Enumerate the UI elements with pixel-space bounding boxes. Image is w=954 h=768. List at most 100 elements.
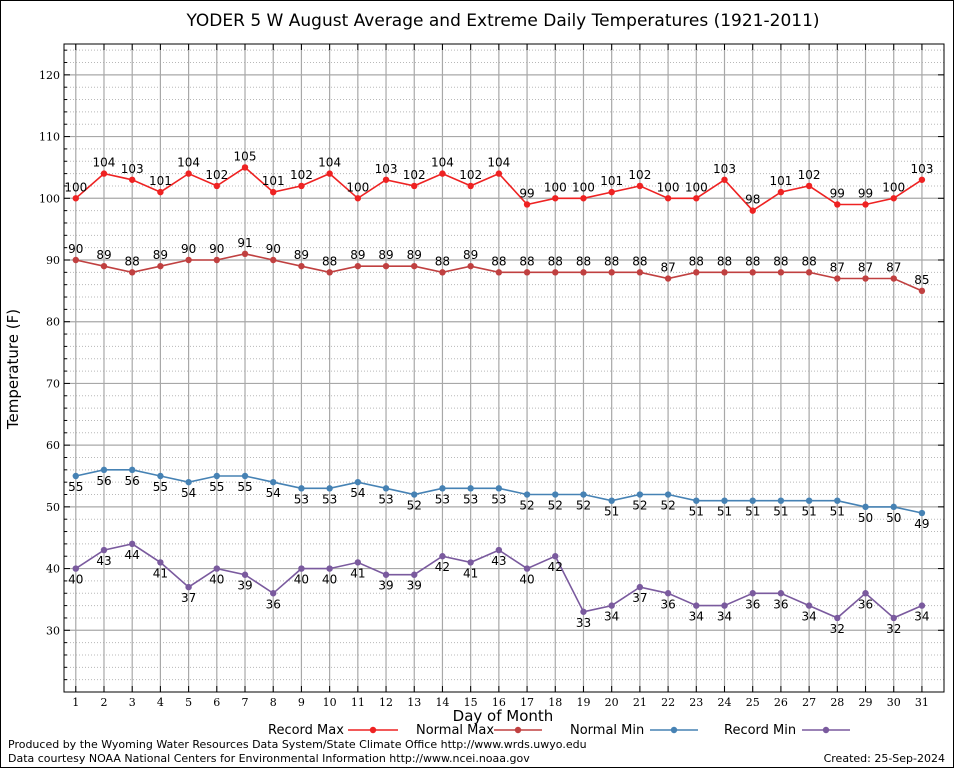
- data-label: 51: [689, 505, 704, 519]
- data-label: 102: [798, 168, 821, 182]
- data-point: [918, 176, 926, 183]
- data-point: [185, 170, 192, 177]
- data-point: [636, 182, 644, 190]
- data-label: 87: [660, 261, 675, 275]
- data-point: [777, 497, 785, 504]
- data-label: 56: [125, 474, 140, 488]
- x-tick-label: 31: [915, 696, 929, 709]
- data-label: 102: [403, 168, 426, 182]
- data-label: 34: [801, 610, 816, 624]
- data-label: 34: [914, 610, 929, 624]
- data-label: 40: [322, 573, 337, 587]
- data-point: [157, 472, 164, 480]
- data-label: 52: [519, 499, 534, 513]
- data-label: 42: [548, 560, 563, 574]
- y-tick-label: 100: [39, 192, 60, 205]
- data-point: [580, 269, 587, 276]
- data-point: [890, 503, 897, 511]
- data-point: [721, 269, 728, 276]
- data-point: [693, 602, 700, 609]
- data-label: 85: [914, 273, 929, 287]
- data-point: [721, 602, 728, 609]
- data-label: 50: [858, 511, 873, 525]
- data-label: 51: [830, 505, 845, 519]
- data-label: 51: [604, 505, 619, 519]
- data-label: 88: [717, 254, 732, 268]
- data-point: [805, 602, 813, 609]
- data-point: [157, 262, 164, 270]
- data-label: 90: [209, 242, 224, 256]
- data-label: 99: [830, 186, 845, 200]
- data-point: [411, 491, 418, 498]
- data-label: 44: [125, 548, 140, 562]
- x-tick-label: 1: [72, 696, 79, 709]
- data-point: [298, 565, 305, 572]
- legend-label: Normal Min: [570, 723, 644, 738]
- data-point: [241, 472, 249, 480]
- data-label: 100: [882, 180, 905, 194]
- data-point: [72, 472, 79, 480]
- x-tick-label: 13: [407, 696, 421, 709]
- data-point: [523, 201, 531, 208]
- y-tick-label: 30: [46, 624, 60, 637]
- data-label: 103: [713, 162, 736, 176]
- data-label: 104: [177, 156, 200, 170]
- x-tick-label: 10: [323, 696, 337, 709]
- data-label: 53: [294, 492, 309, 506]
- data-label: 52: [576, 499, 591, 513]
- data-label: 40: [294, 573, 309, 587]
- data-point: [495, 485, 503, 492]
- data-label: 34: [717, 610, 732, 624]
- data-point: [580, 491, 587, 498]
- data-label: 49: [914, 517, 929, 531]
- data-point: [213, 565, 221, 572]
- data-point: [439, 485, 446, 492]
- data-point: [185, 256, 192, 264]
- series-lines: [72, 164, 926, 622]
- x-tick-label: 2: [100, 696, 107, 709]
- footer-data-courtesy: Data courtesy NOAA National Centers for …: [8, 752, 530, 765]
- data-point: [298, 182, 305, 190]
- data-point: [834, 201, 841, 208]
- legend-label: Normal Max: [416, 723, 494, 738]
- x-tick-label: 17: [520, 696, 534, 709]
- grid: [64, 44, 944, 692]
- data-label: 55: [153, 480, 168, 494]
- data-label: 104: [318, 156, 341, 170]
- data-label: 89: [294, 248, 309, 262]
- data-point: [382, 571, 390, 578]
- x-tick-label: 18: [548, 696, 562, 709]
- data-label: 103: [375, 162, 398, 176]
- data-point: [128, 269, 136, 276]
- data-point: [326, 269, 333, 276]
- data-label: 36: [773, 597, 788, 611]
- data-point: [157, 559, 164, 566]
- data-point: [862, 590, 869, 597]
- data-point: [72, 195, 79, 202]
- data-label: 90: [266, 242, 281, 256]
- y-tick-label: 40: [46, 563, 60, 576]
- data-point: [270, 590, 277, 597]
- data-label: 100: [346, 180, 369, 194]
- data-point: [411, 182, 418, 190]
- x-tick-label: 29: [859, 696, 873, 709]
- x-tick-label: 27: [802, 696, 816, 709]
- data-label: 99: [519, 186, 534, 200]
- data-point: [213, 256, 221, 264]
- data-point: [411, 571, 418, 578]
- data-label: 100: [572, 180, 595, 194]
- x-tick-label: 23: [689, 696, 703, 709]
- data-label: 56: [96, 474, 111, 488]
- data-label: 88: [689, 254, 704, 268]
- data-point: [241, 250, 249, 258]
- data-label: 52: [548, 499, 563, 513]
- x-tick-label: 25: [746, 696, 760, 709]
- legend: Record Max Normal Max Normal Min Record Min: [268, 723, 850, 738]
- data-point: [608, 602, 615, 609]
- x-tick-label: 3: [129, 696, 136, 709]
- y-tick-label: 60: [46, 439, 60, 452]
- x-tick-label: 7: [242, 696, 249, 709]
- data-point: [100, 262, 108, 270]
